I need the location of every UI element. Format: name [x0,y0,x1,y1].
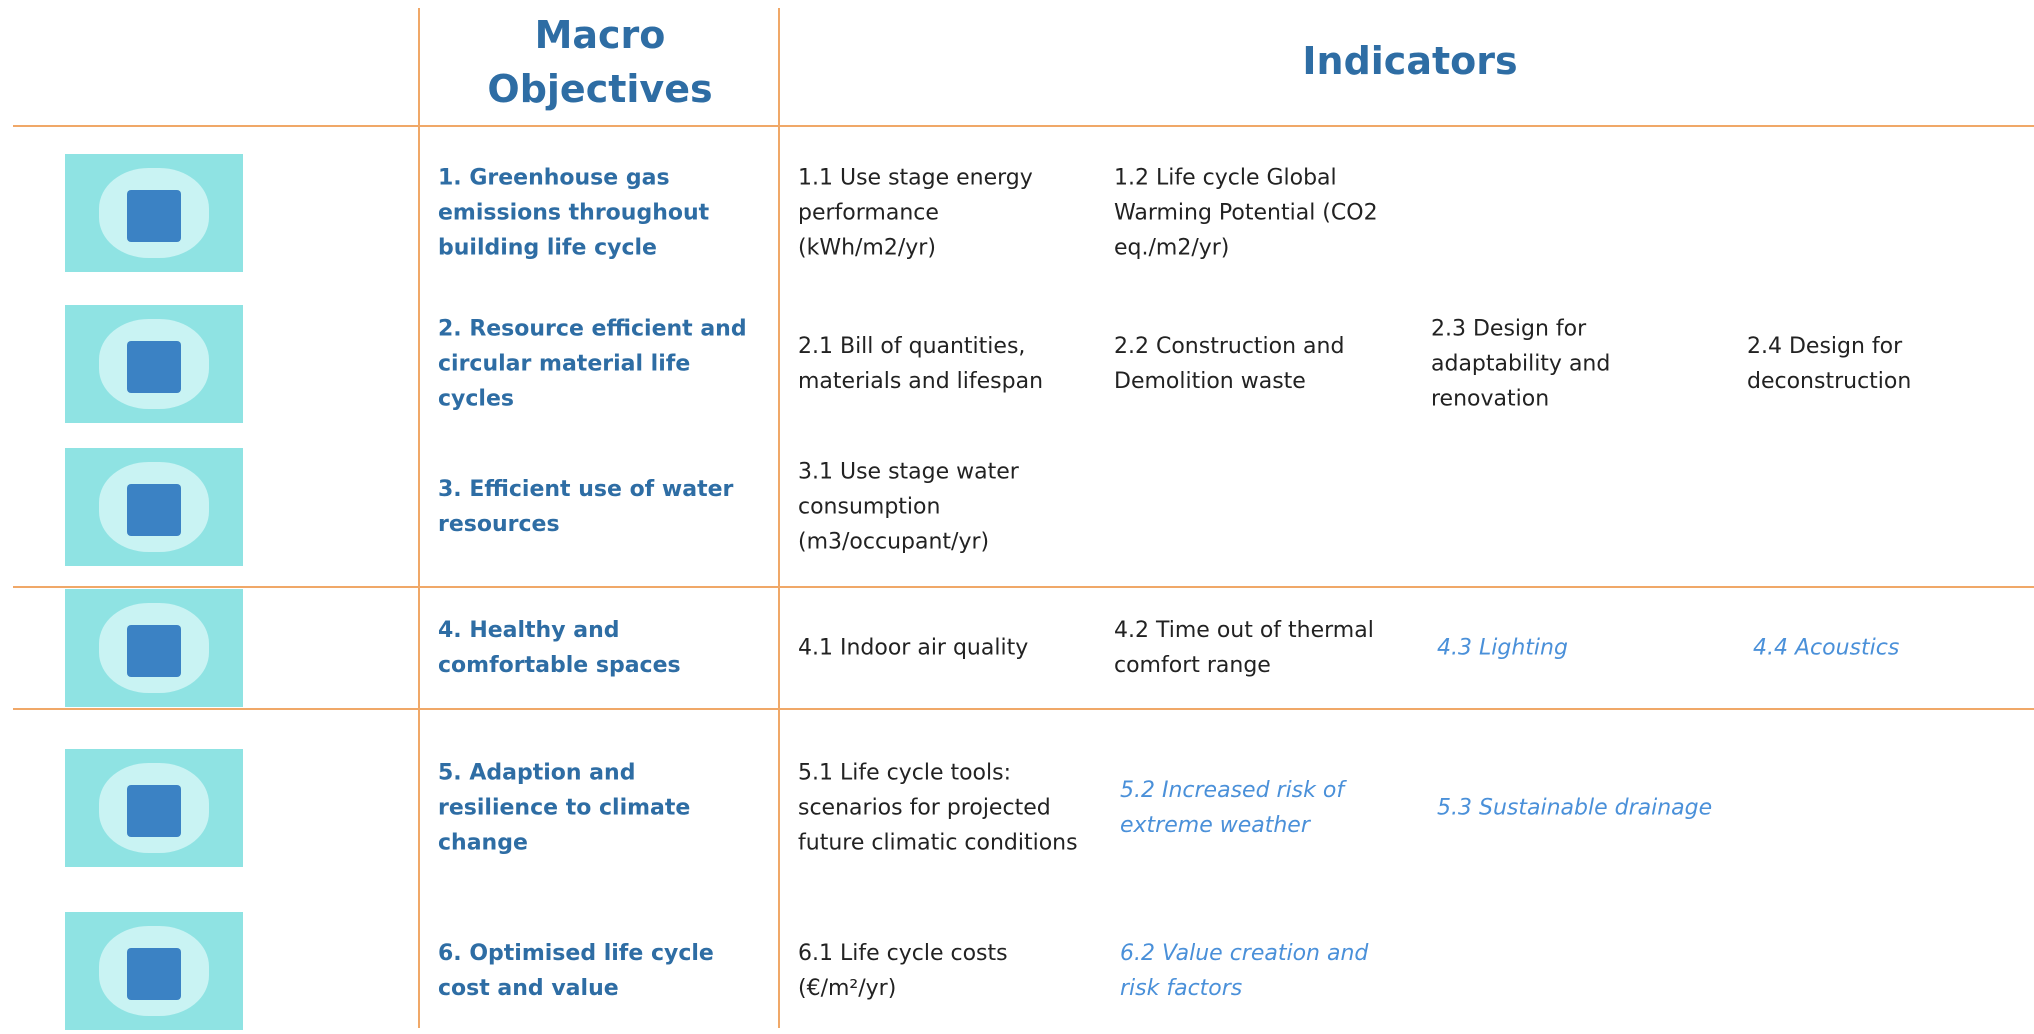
row-icon [65,154,243,272]
row-icon [65,749,243,867]
indicator: 6.2 Value creation and risk factors [1120,941,1369,1001]
indicator: 4.1 Indoor air quality [798,635,1029,661]
row-icon [65,912,243,1030]
row-icon [65,589,243,707]
icon-shape [127,948,181,1000]
row-icon [65,448,243,566]
objective: 4. Healthy and comfortable spaces [438,618,681,678]
objective: 6. Optimised life cycle cost and value [438,941,714,1001]
icon-shape [127,625,181,677]
indicator: 2.2 Construction and Demolition waste [1114,334,1345,394]
objective: 5. Adaption and resilience to climate ch… [438,760,691,856]
icon-shape [127,341,181,393]
indicator: 2.4 Design for deconstruction [1747,334,1912,394]
indicator: 2.1 Bill of quantities, materials and li… [798,334,1044,394]
indicator: 5.3 Sustainable drainage [1437,795,1713,821]
row-divider [13,586,2034,588]
indicator: 1.2 Life cycle Global Warming Potential … [1114,165,1378,261]
indicator: 4.4 Acoustics [1753,635,1900,661]
icon-shape [127,785,181,837]
indicator: 2.3 Design for adaptability and renovati… [1431,316,1611,412]
indicator: 4.3 Lighting [1437,635,1568,661]
objective: 3. Efficient use of water resources [438,477,734,537]
icon-shape [127,190,181,242]
indicator: 6.1 Life cycle costs (€/m²/yr) [798,941,1008,1001]
row-icon [65,305,243,423]
indicator: 5.2 Increased risk of extreme weather [1120,778,1345,838]
indicator: 1.1 Use stage energy performance (kWh/m2… [798,165,1033,261]
indicator: 3.1 Use stage water consumption (m3/occu… [798,459,1019,555]
objectives-header: Macro Objectives [487,13,713,111]
icon-shape [127,484,181,536]
row-divider [13,125,2034,127]
column-divider [778,8,780,1028]
objective: 2. Resource efficient and circular mater… [438,316,747,412]
indicator: 5.1 Life cycle tools: scenarios for proj… [798,760,1078,856]
indicators-header: Indicators [1302,39,1518,83]
indicator: 4.2 Time out of thermal comfort range [1114,618,1374,678]
objective: 1. Greenhouse gas emissions throughout b… [438,165,710,261]
column-divider [418,8,420,1028]
row-divider [13,708,2034,710]
